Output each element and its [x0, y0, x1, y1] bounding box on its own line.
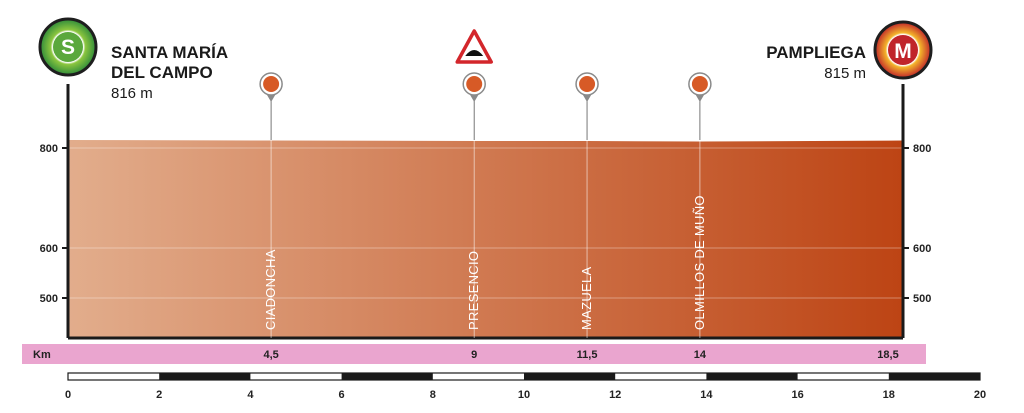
waypoint-mazuela: MAZUELA: [575, 72, 599, 338]
elevation-profile-area: [68, 140, 903, 338]
y-tick-label-left: 600: [40, 243, 58, 255]
waypoint-name: CIADONCHA: [263, 249, 278, 330]
waypoint-name: OLMILLOS DE MUÑO: [692, 195, 707, 330]
km-mark: 9: [471, 349, 477, 361]
scale-segment: [706, 373, 798, 380]
x-tick-label: 16: [791, 389, 803, 401]
x-tick-label: 12: [609, 389, 621, 401]
y-tick-label-right: 600: [913, 243, 931, 255]
x-tick-label: 2: [156, 389, 162, 401]
x-tick-label: 18: [883, 389, 895, 401]
pin-marker: [579, 76, 596, 92]
y-tick-label-left: 500: [40, 293, 58, 305]
start-name-line1: SANTA MARÍA: [111, 43, 228, 62]
y-tick-label-left: 800: [40, 143, 58, 155]
finish-badge-letter: M: [894, 40, 912, 63]
start-name-line2: DEL CAMPO: [111, 63, 213, 82]
km-mark: 11,5: [577, 349, 598, 361]
scale-segment: [159, 373, 251, 380]
y-tick-label-right: 500: [913, 293, 931, 305]
start-altitude: 816 m: [111, 85, 153, 102]
x-tick-label: 20: [974, 389, 986, 401]
x-tick-label: 10: [518, 389, 530, 401]
y-tick-label-right: 800: [913, 143, 931, 155]
x-tick-label: 0: [65, 389, 71, 401]
km-band-label: Km: [33, 349, 51, 361]
km-mark-finish: 18,5: [877, 349, 898, 361]
finish-altitude: 815 m: [824, 65, 866, 82]
x-tick-label: 14: [700, 389, 713, 401]
x-tick-label: 6: [339, 389, 345, 401]
pin-marker: [466, 76, 483, 92]
pin-marker: [691, 76, 708, 92]
finish-badge: M: [873, 20, 933, 80]
finish-badge-core: [888, 35, 918, 65]
warning-sign-icon: [455, 29, 493, 64]
finish-name: PAMPLIEGA: [766, 43, 866, 62]
x-tick-label: 4: [247, 389, 254, 401]
km-band: [22, 344, 926, 364]
scale-segment: [524, 373, 616, 380]
waypoint-olmillos-de-muño: OLMILLOS DE MUÑO: [688, 72, 712, 338]
scale-segment: [341, 373, 433, 380]
start-badge: S: [38, 17, 98, 77]
waypoint-name: MAZUELA: [579, 266, 594, 330]
km-mark: 4,5: [263, 349, 278, 361]
pin-marker: [263, 76, 280, 92]
x-tick-label: 8: [430, 389, 436, 401]
km-mark: 14: [694, 349, 707, 361]
waypoint-presencio: PRESENCIO: [455, 29, 493, 338]
start-badge-core: [53, 32, 83, 62]
scale-segment: [888, 373, 980, 380]
waypoint-ciadoncha: CIADONCHA: [259, 72, 283, 338]
start-badge-letter: S: [61, 36, 75, 59]
waypoint-name: PRESENCIO: [466, 251, 481, 330]
